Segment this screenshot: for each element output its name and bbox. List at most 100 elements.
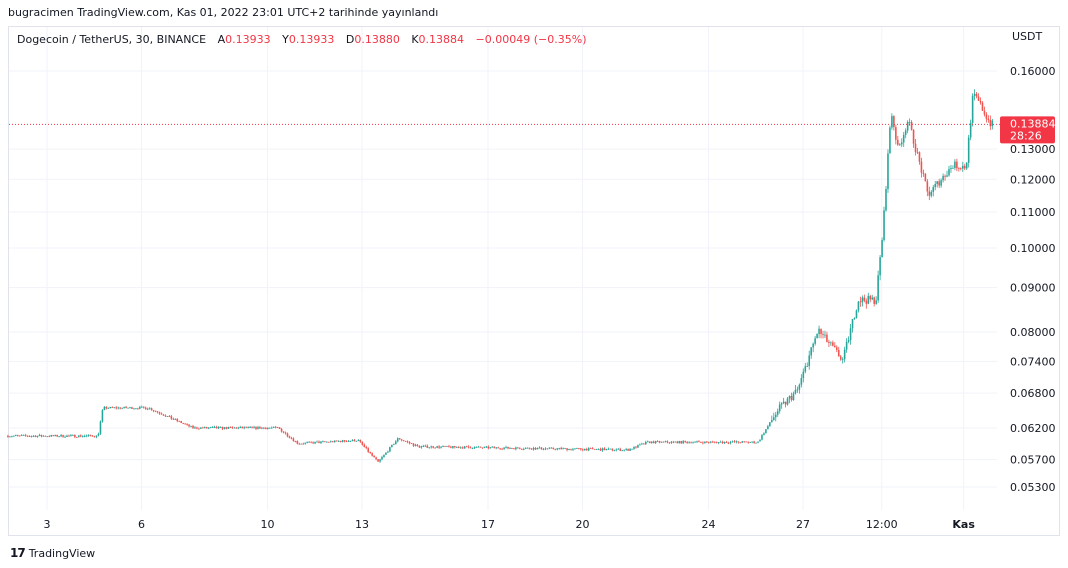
published-caption: bugracimen TradingView.com, Kas 01, 2022… (8, 6, 439, 19)
candle-body (879, 257, 881, 276)
candle-body (739, 442, 742, 444)
tradingview-logo[interactable]: 17 TradingView (10, 546, 95, 560)
candle-body (861, 297, 864, 303)
candle-body (753, 441, 755, 444)
candle-body (347, 441, 350, 442)
candle-body (215, 426, 218, 429)
candle-body (515, 447, 517, 450)
candle-body (365, 446, 368, 449)
candle-body (745, 441, 748, 443)
candle-body (322, 441, 324, 443)
candle-body (818, 328, 820, 334)
candle-body (267, 428, 269, 429)
candle-body (229, 426, 232, 428)
chart-frame[interactable] (8, 26, 1060, 536)
candle-body (296, 441, 299, 444)
candle-body (38, 434, 41, 436)
candle-body (621, 450, 623, 452)
candle-body (765, 429, 767, 434)
candle-body (806, 366, 809, 367)
candle-body (863, 297, 866, 301)
candle-body (213, 426, 216, 428)
candle-body (914, 143, 917, 153)
candle-body (52, 435, 55, 436)
candle-body (564, 448, 566, 450)
candle-body (408, 442, 411, 444)
candle-body (233, 427, 236, 429)
candle-body (660, 441, 663, 443)
candle-body (916, 152, 919, 153)
candle-body (330, 441, 332, 443)
candle-body (148, 408, 151, 410)
candle-body (544, 448, 547, 450)
candle-body (393, 444, 395, 446)
candle-body (178, 421, 181, 422)
candle-body (304, 442, 307, 444)
candle-body (46, 436, 49, 438)
candle-body (156, 411, 159, 413)
candle-body (643, 443, 645, 445)
candle-body (719, 441, 722, 443)
candle-body (463, 446, 466, 449)
candle-body (137, 408, 139, 410)
symbol-legend: Dogecoin / TetherUS, 30, BINANCE A0.1393… (17, 33, 587, 46)
candle-body (979, 100, 982, 103)
candle-body (920, 161, 923, 173)
candle-body (158, 412, 161, 414)
candle-body (749, 442, 751, 443)
candle-body (637, 445, 639, 448)
candle-body (597, 448, 600, 450)
candle-body (591, 448, 594, 450)
candle-body (690, 442, 692, 444)
candle-body (708, 442, 710, 443)
candle-body (558, 447, 560, 449)
candle-body (371, 453, 373, 456)
candle-body (845, 341, 848, 350)
candle-body (312, 442, 314, 444)
candle-body (7, 435, 9, 438)
candle-body (715, 442, 718, 443)
candle-body (85, 435, 88, 437)
candle-body (497, 447, 499, 449)
candle-body (834, 345, 836, 348)
y-tick-label: 0.05700 (1010, 454, 1056, 467)
candle-body (434, 447, 436, 449)
candle-body (36, 435, 39, 437)
candle-body (255, 426, 257, 429)
candle-body (328, 441, 330, 443)
candle-body (975, 93, 978, 97)
candle-body (22, 434, 25, 436)
currency-label: USDT (1012, 30, 1043, 43)
candle-body (26, 435, 29, 437)
y-tick-label: 0.09000 (1010, 282, 1056, 295)
candle-body (847, 340, 850, 342)
candle-body (211, 427, 214, 428)
candle-body (394, 441, 397, 445)
candle-body (333, 440, 336, 443)
candle-body (457, 447, 460, 448)
candle-body (335, 440, 338, 442)
y-tick-label: 0.05300 (1010, 481, 1056, 494)
candle-body (146, 408, 149, 410)
x-tick-label: 20 (576, 518, 590, 531)
candle-body (769, 422, 771, 427)
candle-body (684, 441, 686, 442)
candle-body (652, 441, 655, 444)
candle-body (554, 448, 557, 450)
candle-body (182, 422, 184, 424)
candle-body (509, 448, 511, 450)
candle-body (763, 433, 765, 436)
candle-body (205, 427, 208, 429)
candle-body (91, 435, 94, 437)
candle-body (589, 448, 592, 449)
candle-body (418, 446, 421, 448)
candle-body (414, 444, 417, 446)
x-tick-label: 27 (796, 518, 810, 531)
open-value: 0.13933 (225, 33, 271, 46)
candle-body (973, 93, 976, 96)
candle-body (357, 439, 360, 442)
candle-body (302, 443, 305, 445)
candle-body (154, 410, 157, 412)
candle-body (969, 122, 972, 138)
